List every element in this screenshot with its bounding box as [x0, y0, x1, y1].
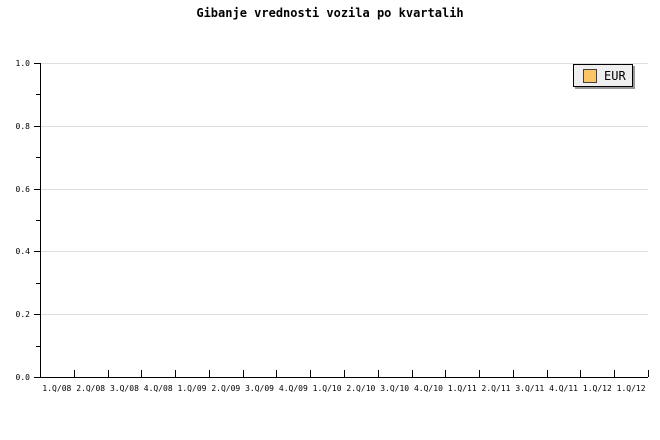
x-axis-tick-label: 1.Q/08	[42, 384, 71, 393]
x-axis-tick-label: 1.Q/11	[448, 384, 477, 393]
y-axis-tick-label: 0.6	[16, 185, 31, 194]
legend-swatch-eur-icon	[583, 68, 597, 83]
chart-title: Gibanje vrednosti vozila po kvartalih	[196, 6, 464, 20]
x-axis-tick-label: 3.Q/08	[110, 384, 139, 393]
x-axis-tick-label: 1.Q/12	[617, 384, 646, 393]
y-axis-tick-label: 0.8	[16, 122, 31, 131]
x-axis-tick-label: 1.Q/10	[313, 384, 342, 393]
x-axis-tick-label: 3.Q/10	[380, 384, 409, 393]
x-axis-tick-label: 2.Q/09	[211, 384, 240, 393]
x-axis-tick-label: 2.Q/08	[76, 384, 105, 393]
x-axis-tick-label: 3.Q/11	[515, 384, 544, 393]
legend: EUR	[573, 64, 633, 87]
y-axis-tick-label: 0.0	[16, 373, 31, 382]
y-axis-tick-label: 0.4	[16, 247, 31, 256]
x-axis-tick-label: 4.Q/09	[279, 384, 308, 393]
x-axis-tick-label: 4.Q/10	[414, 384, 443, 393]
legend-label: EUR	[604, 68, 626, 83]
x-axis-tick-label: 2.Q/11	[482, 384, 511, 393]
x-axis-tick-label: 2.Q/10	[346, 384, 375, 393]
y-axis-tick-label: 1.0	[16, 59, 31, 68]
x-axis-tick-label: 1.Q/09	[178, 384, 207, 393]
x-axis-tick-label: 4.Q/11	[549, 384, 578, 393]
x-axis-tick-label: 4.Q/08	[144, 384, 173, 393]
x-axis-tick-label: 3.Q/09	[245, 384, 274, 393]
x-axis-tick-label: 1.Q/12	[583, 384, 612, 393]
y-axis-tick-label: 0.2	[16, 310, 31, 319]
